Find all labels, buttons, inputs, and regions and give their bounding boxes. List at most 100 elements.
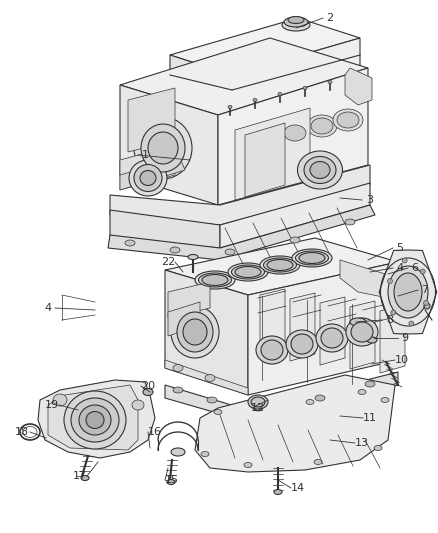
Ellipse shape (264, 258, 297, 272)
Text: 3: 3 (367, 195, 374, 205)
Polygon shape (195, 375, 395, 472)
Ellipse shape (394, 273, 422, 311)
Ellipse shape (274, 489, 282, 495)
Polygon shape (170, 18, 360, 75)
Polygon shape (340, 260, 398, 300)
Ellipse shape (225, 249, 235, 255)
Polygon shape (168, 282, 210, 318)
Text: 5: 5 (396, 243, 403, 253)
Polygon shape (235, 108, 310, 200)
Ellipse shape (291, 334, 313, 354)
Polygon shape (165, 270, 248, 395)
Ellipse shape (228, 263, 268, 281)
Ellipse shape (132, 400, 144, 410)
Ellipse shape (402, 258, 407, 263)
Polygon shape (108, 205, 375, 260)
Ellipse shape (261, 340, 283, 360)
Text: 14: 14 (291, 483, 305, 493)
Ellipse shape (251, 397, 265, 407)
Ellipse shape (134, 117, 192, 179)
Ellipse shape (282, 19, 310, 31)
Polygon shape (248, 262, 398, 395)
Ellipse shape (311, 118, 333, 134)
Ellipse shape (296, 251, 328, 265)
Ellipse shape (256, 336, 288, 364)
Ellipse shape (125, 240, 135, 246)
Polygon shape (165, 360, 248, 395)
Ellipse shape (374, 446, 382, 450)
Ellipse shape (254, 406, 262, 410)
Text: 11: 11 (363, 413, 377, 423)
Ellipse shape (202, 274, 228, 286)
Ellipse shape (315, 395, 325, 401)
Ellipse shape (286, 330, 318, 358)
Ellipse shape (388, 279, 392, 284)
Ellipse shape (345, 219, 355, 225)
Ellipse shape (148, 132, 178, 164)
Ellipse shape (391, 310, 396, 315)
Ellipse shape (337, 112, 359, 128)
Text: 19: 19 (45, 400, 59, 410)
Polygon shape (120, 145, 175, 190)
Ellipse shape (141, 124, 185, 172)
Polygon shape (245, 123, 285, 197)
Ellipse shape (214, 409, 222, 415)
Ellipse shape (195, 271, 235, 289)
Ellipse shape (299, 253, 325, 263)
Ellipse shape (71, 398, 119, 442)
Polygon shape (120, 38, 368, 115)
Polygon shape (48, 385, 138, 450)
Ellipse shape (292, 249, 332, 267)
Text: 16: 16 (148, 427, 162, 437)
Ellipse shape (253, 405, 263, 411)
Ellipse shape (365, 381, 375, 387)
Text: 6: 6 (411, 263, 418, 273)
Ellipse shape (409, 321, 414, 326)
Ellipse shape (424, 301, 428, 305)
Ellipse shape (267, 260, 293, 271)
Polygon shape (110, 165, 370, 225)
Text: 18: 18 (15, 427, 29, 437)
Ellipse shape (171, 448, 185, 456)
Ellipse shape (358, 390, 366, 394)
Polygon shape (380, 305, 405, 373)
Ellipse shape (183, 319, 207, 345)
Polygon shape (290, 293, 315, 361)
Ellipse shape (333, 109, 363, 131)
Text: 12: 12 (251, 403, 265, 413)
Polygon shape (165, 372, 398, 422)
Ellipse shape (388, 266, 428, 318)
Ellipse shape (177, 312, 213, 352)
Ellipse shape (143, 389, 153, 395)
Ellipse shape (228, 106, 232, 109)
Ellipse shape (346, 318, 378, 346)
Ellipse shape (310, 161, 330, 179)
Ellipse shape (244, 463, 252, 467)
Text: 4: 4 (396, 263, 403, 273)
Ellipse shape (167, 480, 175, 484)
Ellipse shape (328, 80, 332, 84)
Ellipse shape (201, 451, 209, 456)
Ellipse shape (129, 160, 167, 196)
Ellipse shape (284, 17, 308, 27)
Polygon shape (170, 55, 232, 105)
Text: 20: 20 (141, 381, 155, 391)
Text: 13: 13 (355, 438, 369, 448)
Ellipse shape (307, 115, 337, 137)
Ellipse shape (170, 247, 180, 253)
Ellipse shape (297, 151, 343, 189)
Ellipse shape (367, 337, 377, 343)
Ellipse shape (232, 265, 265, 279)
Ellipse shape (257, 132, 279, 148)
Ellipse shape (350, 318, 366, 326)
Ellipse shape (188, 254, 198, 260)
Ellipse shape (303, 86, 307, 90)
Text: 8: 8 (386, 315, 394, 325)
Ellipse shape (64, 391, 126, 449)
Ellipse shape (79, 405, 111, 435)
Polygon shape (350, 301, 375, 369)
Ellipse shape (207, 397, 217, 403)
Text: 4: 4 (44, 303, 52, 313)
Text: 2: 2 (326, 13, 334, 23)
Text: 15: 15 (165, 475, 179, 485)
